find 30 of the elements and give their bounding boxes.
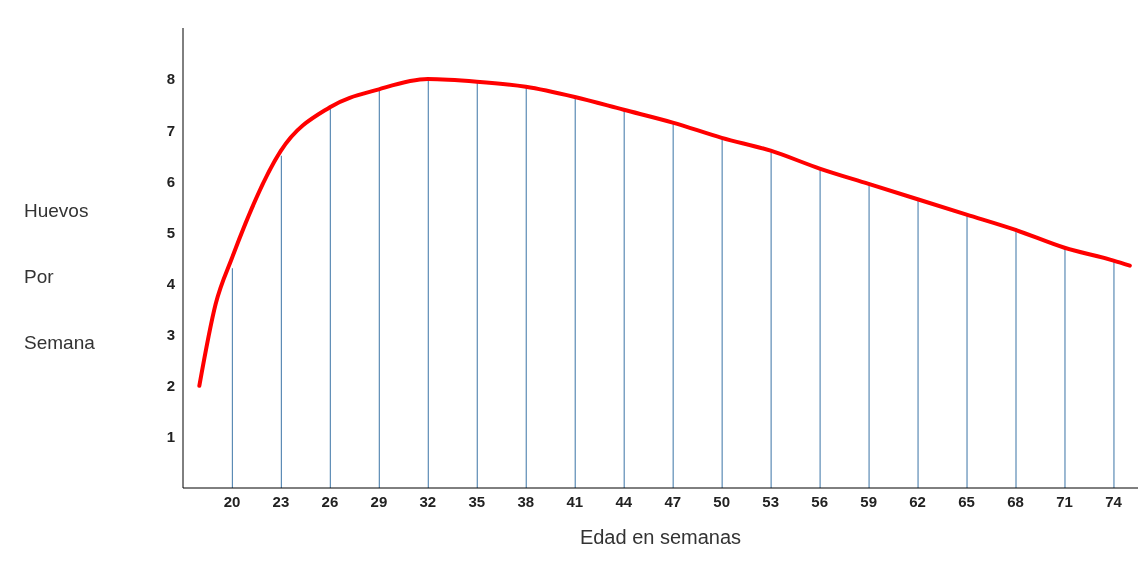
x-tick-label: 44 bbox=[615, 492, 633, 510]
x-tick-label: 59 bbox=[860, 492, 877, 510]
line-series bbox=[197, 77, 1132, 388]
x-tick-label: 50 bbox=[713, 492, 731, 510]
x-tick-label: 29 bbox=[370, 492, 388, 510]
y-tick-label: 5 bbox=[166, 223, 175, 241]
y-tick-label: 4 bbox=[166, 274, 176, 292]
y-tick-label: 8 bbox=[166, 70, 175, 88]
x-tick-label: 38 bbox=[517, 492, 535, 510]
x-tick-label: 35 bbox=[468, 492, 486, 510]
text: Huevos Por Semana bbox=[24, 200, 95, 353]
x-tick-label: 47 bbox=[664, 492, 682, 510]
x-tick-label: 62 bbox=[909, 492, 926, 510]
x-tick-label: 26 bbox=[321, 492, 339, 510]
x-tick-label: 56 bbox=[811, 492, 829, 510]
x-tick-label: 53 bbox=[762, 492, 780, 510]
y-tick-label: 6 bbox=[166, 172, 175, 190]
x-tick-label: 23 bbox=[272, 492, 290, 510]
x-axis-title: Edad en semanas bbox=[579, 526, 742, 548]
x-tick-label: 71 bbox=[1056, 492, 1073, 510]
x-tick-label: 41 bbox=[566, 492, 584, 510]
y-tick-label: 1 bbox=[166, 428, 175, 446]
x-tick-label: 74 bbox=[1105, 492, 1123, 510]
x-tick-label: 20 bbox=[223, 492, 241, 510]
y-tick-label: 2 bbox=[166, 377, 175, 395]
x-tick-label: 68 bbox=[1007, 492, 1024, 510]
y-tick-label: 7 bbox=[166, 121, 175, 139]
x-tick-label: 32 bbox=[419, 492, 437, 510]
y-tick-label: 3 bbox=[166, 325, 175, 343]
x-tick-label: 65 bbox=[958, 492, 975, 510]
